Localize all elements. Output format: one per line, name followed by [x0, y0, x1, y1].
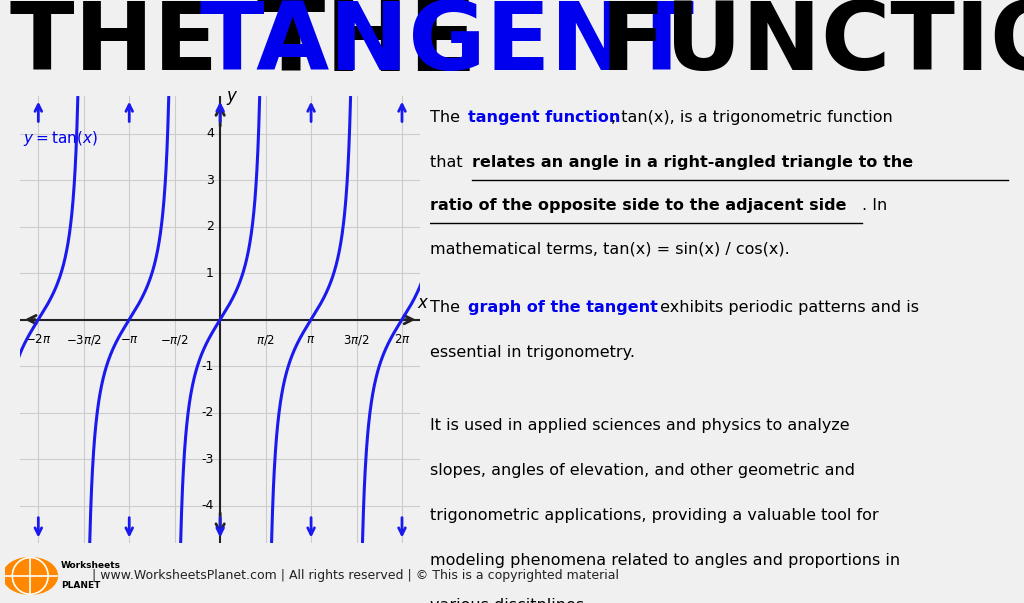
Text: $y = \tan(x)$: $y = \tan(x)$ [24, 129, 98, 148]
Text: THE: THE [257, 0, 512, 92]
Text: The: The [430, 110, 465, 125]
Text: . In: . In [862, 198, 887, 213]
Text: $\pi$: $\pi$ [306, 333, 315, 346]
Text: $-3\pi/2$: $-3\pi/2$ [66, 333, 102, 347]
Text: TANGENT: TANGENT [200, 0, 694, 90]
Text: -4: -4 [202, 499, 214, 512]
Text: 1: 1 [206, 267, 214, 280]
Text: It is used in applied sciences and physics to analyze: It is used in applied sciences and physi… [430, 417, 850, 432]
Text: | www.WorksheetsPlanet.com | All rights reserved | © This is a copyrighted mater: | www.WorksheetsPlanet.com | All rights … [92, 569, 620, 582]
Text: 4: 4 [206, 127, 214, 140]
Text: $-\pi$: $-\pi$ [120, 333, 139, 346]
Text: Worksheets: Worksheets [61, 561, 121, 570]
Text: $\pi/2$: $\pi/2$ [256, 333, 275, 347]
Text: mathematical terms, tan(x) = sin(x) / cos(x).: mathematical terms, tan(x) = sin(x) / co… [430, 241, 790, 256]
Text: x: x [417, 294, 427, 312]
Text: ratio of the opposite side to the adjacent side: ratio of the opposite side to the adjace… [430, 198, 847, 213]
Text: 3: 3 [206, 174, 214, 187]
Text: -1: -1 [202, 359, 214, 373]
Text: essential in trigonometry.: essential in trigonometry. [430, 345, 635, 360]
Text: -2: -2 [202, 406, 214, 419]
Text: graph of the tangent: graph of the tangent [468, 300, 657, 315]
Text: y: y [226, 87, 236, 105]
Circle shape [3, 558, 57, 594]
Text: tangent function: tangent function [468, 110, 621, 125]
Text: The: The [430, 300, 465, 315]
Text: THE: THE [10, 0, 251, 90]
Text: trigonometric applications, providing a valuable tool for: trigonometric applications, providing a … [430, 508, 879, 523]
Text: -3: -3 [202, 452, 214, 466]
Text: $3\pi/2$: $3\pi/2$ [343, 333, 370, 347]
Text: PLANET: PLANET [61, 581, 100, 590]
Text: various discitplines.: various discitplines. [430, 598, 590, 603]
Text: 2: 2 [206, 220, 214, 233]
Text: exhibits periodic patterns and is: exhibits periodic patterns and is [654, 300, 919, 315]
Text: slopes, angles of elevation, and other geometric and: slopes, angles of elevation, and other g… [430, 463, 855, 478]
Text: that: that [430, 156, 468, 170]
Text: FUNCTION: FUNCTION [568, 0, 1024, 90]
Text: modeling phenomena related to angles and proportions in: modeling phenomena related to angles and… [430, 554, 900, 568]
Text: $-\pi/2$: $-\pi/2$ [161, 333, 189, 347]
Text: $-2\pi$: $-2\pi$ [25, 333, 51, 346]
Text: $2\pi$: $2\pi$ [393, 333, 411, 346]
Text: , tan(x), is a trigonometric function: , tan(x), is a trigonometric function [611, 110, 893, 125]
Text: relates an angle in a right-angled triangle to the: relates an angle in a right-angled trian… [472, 156, 913, 170]
